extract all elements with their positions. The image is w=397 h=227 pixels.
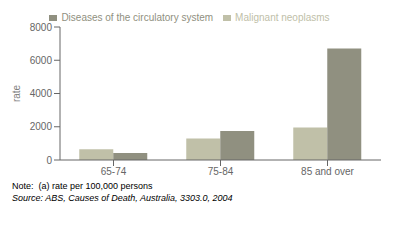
html-text:Malignant neoplasms: Malignant neoplasms: [235, 12, 330, 23]
svg-text:2000: 2000: [30, 121, 53, 132]
svg-text:rate: rate: [11, 84, 22, 102]
html-text:Diseases of the circulatory sy: Diseases of the circulatory system: [61, 12, 214, 23]
svg-text:6000: 6000: [30, 55, 53, 66]
html-text:Note: (a) rate per 100,000 per: Note: (a) rate per 100,000 persons: [12, 181, 153, 191]
svg-text:75-84: 75-84: [208, 166, 234, 177]
svg-text:4000: 4000: [30, 88, 53, 99]
svg-text:85 and over: 85 and over: [301, 166, 354, 177]
svg-text:8000: 8000: [30, 22, 53, 33]
svg-text:65-74: 65-74: [101, 166, 127, 177]
html-text:Source: ABS, Causes of Death,: Source: ABS, Causes of Death, Australia,…: [12, 193, 233, 203]
svg-text:0: 0: [46, 155, 52, 166]
